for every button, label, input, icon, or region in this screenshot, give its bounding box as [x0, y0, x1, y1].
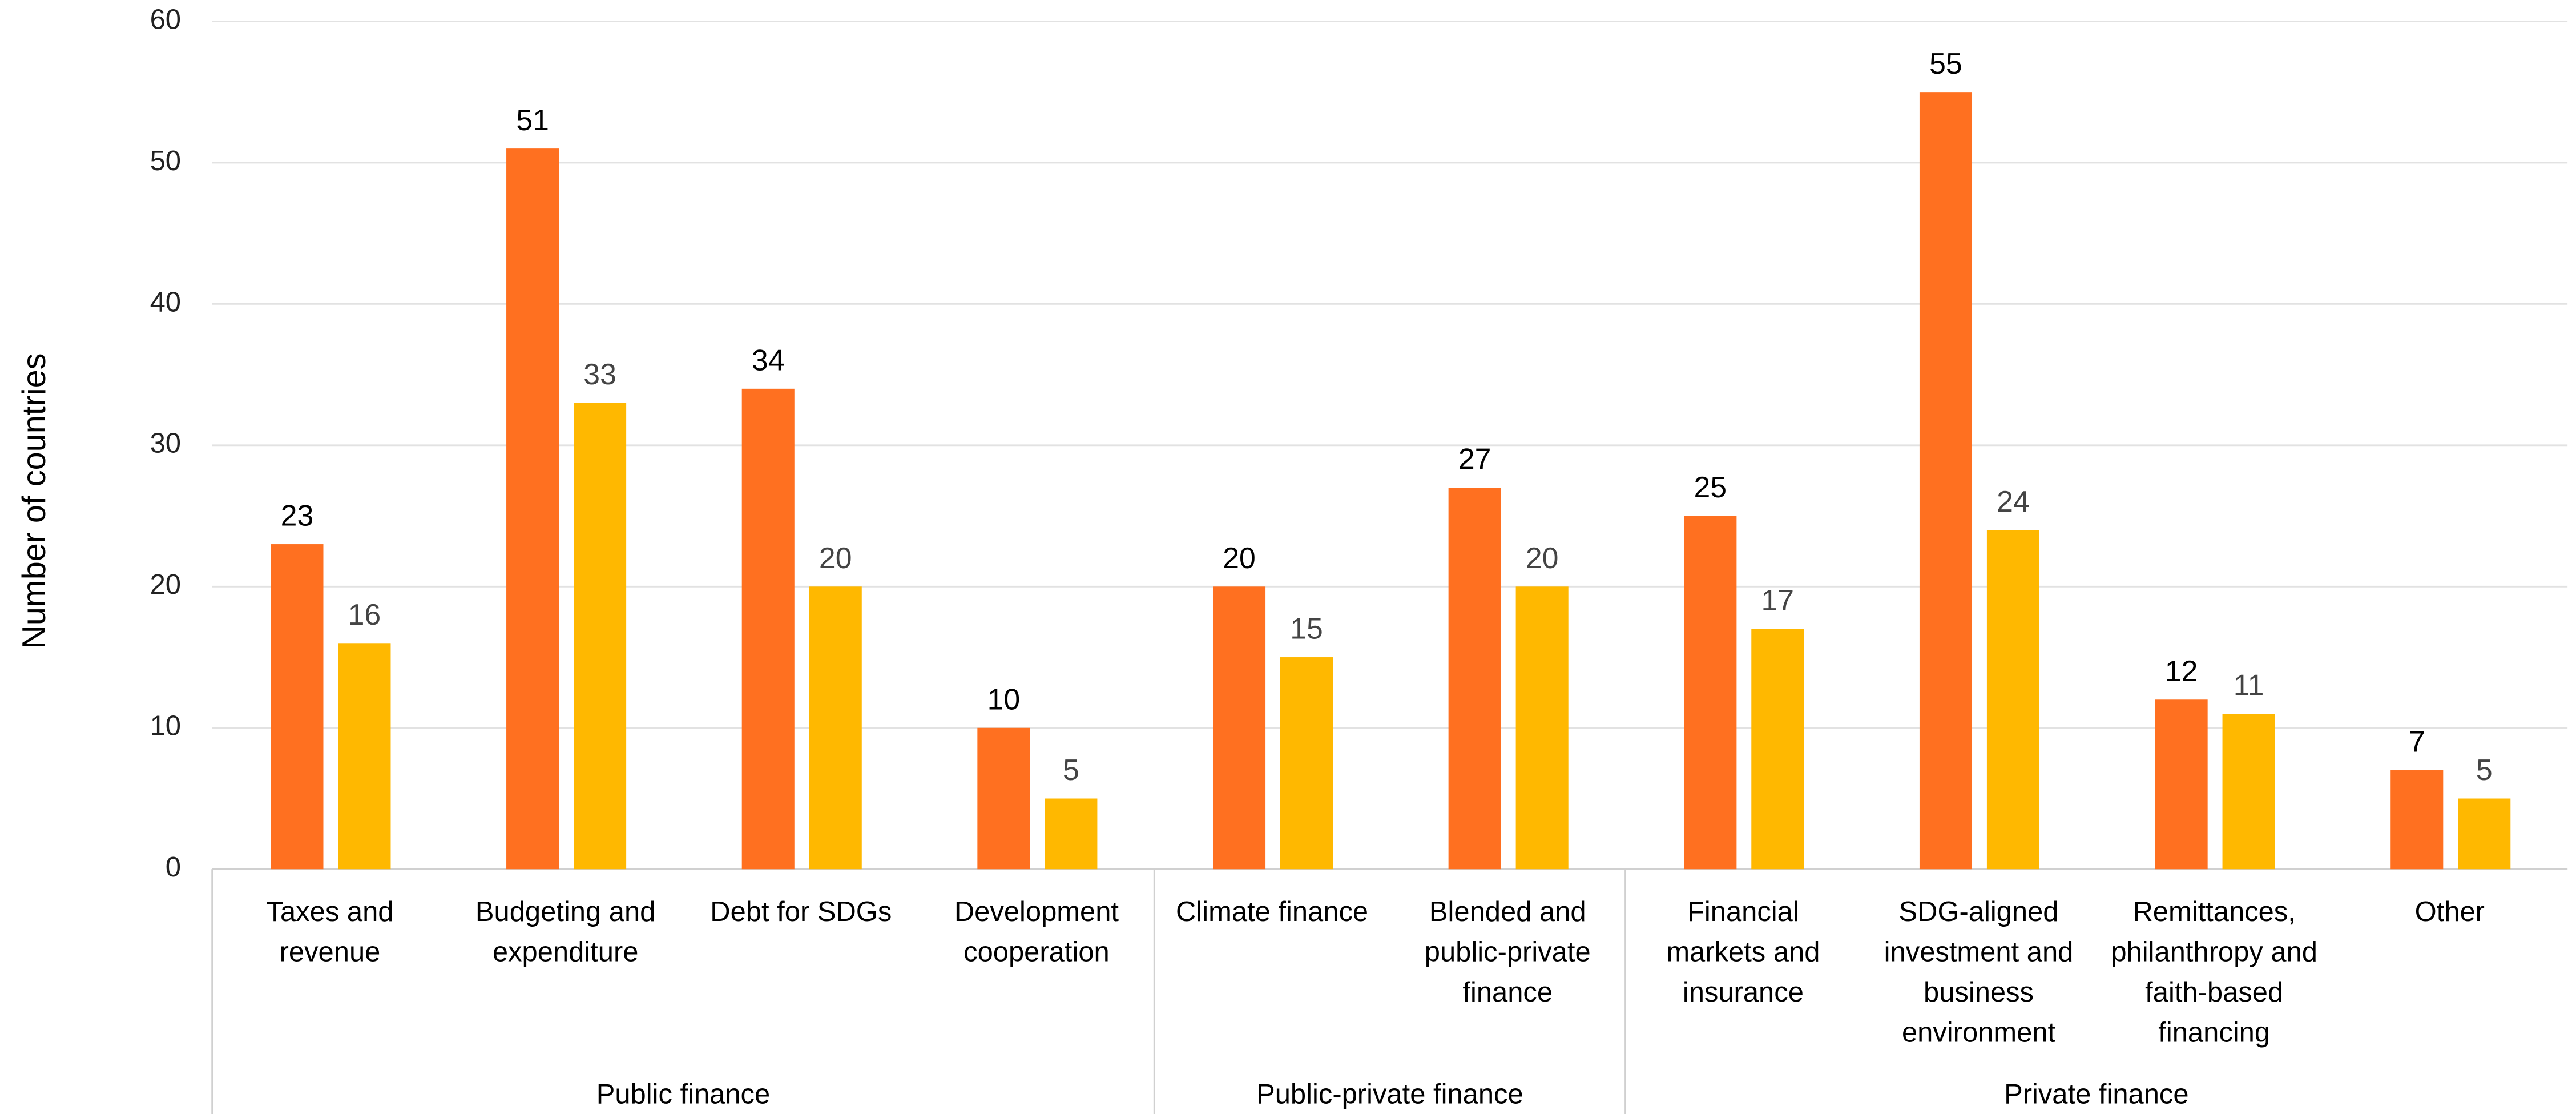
value-label: 24	[1997, 485, 2030, 518]
bar	[506, 148, 559, 870]
y-tick-label: 10	[150, 711, 181, 742]
value-label: 20	[1526, 541, 1559, 574]
bar	[2458, 798, 2511, 870]
y-tick-label: 60	[150, 4, 181, 35]
x-tick-label: Taxes and revenue	[267, 896, 394, 968]
value-label: 16	[348, 598, 381, 631]
bar	[271, 544, 324, 870]
value-label: 20	[819, 541, 852, 574]
bar	[741, 388, 795, 870]
value-label: 20	[1223, 541, 1256, 574]
x-tick-label: SDG-aligned investment and business environ…	[1884, 896, 2074, 1048]
x-tick-label: Budgeting and expenditure	[475, 896, 655, 968]
bar	[1986, 530, 2039, 870]
bar	[574, 403, 627, 870]
bar	[1448, 488, 1501, 870]
y-tick-label: 50	[150, 146, 181, 176]
value-label: 12	[2165, 654, 2198, 687]
bar	[2155, 699, 2208, 870]
y-tick-label: 30	[150, 428, 181, 459]
y-tick-label: 0	[166, 852, 181, 883]
bar	[1045, 798, 1098, 870]
group-label: Public-private finance	[1256, 1079, 1523, 1109]
value-label: 5	[2476, 753, 2493, 786]
y-axis-title: Number of countries	[16, 353, 53, 649]
value-label: 23	[281, 499, 314, 532]
bar	[1684, 516, 1737, 870]
x-tick-label: Financial markets and insurance	[1666, 896, 1820, 1008]
bar	[1751, 629, 1804, 870]
group-label: Private finance	[2004, 1079, 2189, 1109]
x-tick-label: Other	[2415, 896, 2485, 927]
x-tick-label: Remittances, philanthropy and faith-based f…	[2111, 896, 2317, 1048]
x-tick-label: Debt for SDGs	[710, 896, 892, 927]
value-label: 5	[1063, 753, 1079, 786]
bar	[338, 643, 391, 870]
y-tick-label: 20	[150, 569, 181, 600]
value-label: 34	[752, 343, 785, 376]
value-label: 55	[1929, 47, 1962, 80]
value-label: 10	[987, 682, 1021, 715]
bar	[809, 586, 862, 870]
value-label: 25	[1694, 470, 1727, 504]
value-label: 15	[1290, 612, 1323, 645]
x-tick-label: Climate finance	[1176, 896, 1368, 927]
bar	[2222, 714, 2275, 870]
value-label: 17	[1761, 584, 1795, 617]
group-label: Public finance	[596, 1079, 770, 1109]
bar	[1515, 586, 1569, 870]
x-tick-label: Blended and public-private finance	[1425, 896, 1591, 1008]
bar	[1212, 586, 1266, 870]
value-label: 7	[2409, 725, 2425, 758]
value-label: 27	[1458, 443, 1491, 476]
bar	[1919, 92, 1973, 870]
value-label: 33	[583, 357, 616, 391]
y-tick-label: 40	[150, 287, 181, 317]
bar	[2390, 770, 2444, 870]
x-tick-label: Development cooperation	[954, 896, 1119, 968]
value-label: 11	[2234, 669, 2264, 702]
value-label: 51	[516, 103, 549, 136]
bar	[1280, 657, 1333, 870]
bar	[977, 727, 1030, 870]
